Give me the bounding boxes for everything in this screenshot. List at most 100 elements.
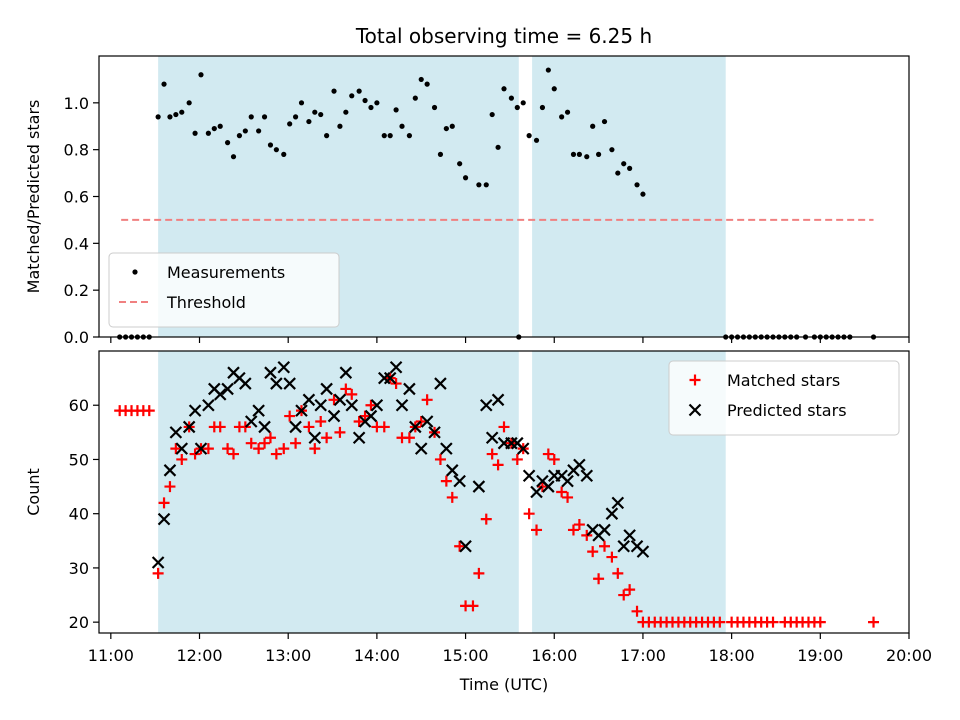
data-point [163,464,177,477]
data-point [829,334,835,340]
data-point [758,334,764,340]
data-point [420,415,434,428]
data-point [123,334,129,340]
y-tick-label: 30 [69,559,89,578]
y-tick-label: 40 [69,505,89,524]
data-point [117,334,123,340]
data-point [516,334,522,340]
data-point [542,448,554,460]
data-point [370,398,384,412]
data-point [242,128,248,134]
legend-box [668,360,900,436]
data-point [424,81,430,87]
data-point [847,334,853,340]
data-point [573,519,585,531]
data-point [476,182,482,188]
data-point [556,486,568,498]
data-point [729,334,735,340]
data-point [548,453,560,465]
data-point [526,133,532,139]
data-point [155,114,161,120]
y-tick-label: 60 [69,396,89,415]
data-point [143,405,155,417]
data-point [446,491,458,503]
data-point [140,334,146,340]
data-point [287,121,293,127]
data-point [362,97,368,104]
data-point [281,151,287,157]
data-point [389,360,403,374]
data-point [169,426,183,439]
data-point [434,377,447,390]
data-point [302,393,316,407]
y-tick-label: 50 [69,450,89,469]
data-point [740,334,747,340]
data-point [615,170,621,176]
data-point [289,420,302,434]
data-point [734,334,741,340]
series-measurements [117,67,877,340]
data-point [236,133,243,139]
data-point [161,81,167,87]
data-point [841,334,847,340]
data-point [378,421,390,433]
data-point [523,508,535,520]
data-point [393,107,399,113]
data-point [516,442,530,455]
data-point [315,416,327,427]
data-point [306,118,312,125]
data-point [258,420,271,434]
data-point [542,480,555,493]
data-point [387,133,393,139]
data-point [284,410,296,422]
data-point [868,616,880,628]
data-point [312,109,318,115]
data-point [157,512,171,526]
data-point [640,191,646,197]
legend: Matched stars Predicted stars [668,360,900,436]
data-point [823,334,829,340]
data-point [248,114,254,120]
data-point [334,426,346,438]
data-point [292,114,299,120]
data-point [485,431,499,445]
data-point [454,540,466,552]
data-point [522,469,536,483]
data-point [318,111,324,118]
data-point [256,128,262,134]
data-point [202,398,215,412]
x-tick-label: 17:00 [620,646,666,665]
legend-swatch [689,374,701,386]
data-point [467,600,479,612]
data-point [606,551,618,563]
data-point [349,93,355,99]
data-point [443,125,449,132]
data-point [584,154,590,160]
data-point [128,334,135,340]
data-point [214,421,226,433]
data-point [356,88,362,94]
data-point [431,104,438,111]
data-point [146,334,152,340]
data-point [598,523,611,537]
data-point [564,109,571,115]
y-axis-label: Matched/Predicted stars [24,100,43,294]
legend-box [108,252,340,328]
data-point [333,393,347,407]
data-point [559,114,565,120]
data-point [406,133,413,139]
y-tick-label: 0.8 [64,141,89,160]
data-point [211,125,217,132]
data-point [457,161,463,167]
data-point [617,539,631,553]
x-tick-label: 13:00 [265,646,311,665]
y-tick-label: 0.6 [64,188,89,207]
data-point [170,443,182,455]
data-point [167,114,173,120]
data-point [520,100,526,106]
legend-swatch [688,403,702,417]
x-axis-label: Time (UTC) [459,675,548,694]
data-point [623,529,636,542]
data-point [472,480,486,493]
data-point [595,151,602,157]
